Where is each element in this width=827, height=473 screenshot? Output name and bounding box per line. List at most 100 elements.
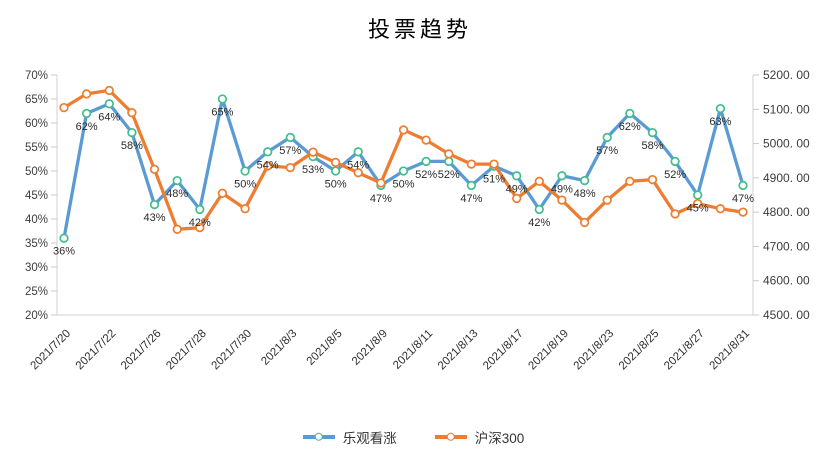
series-optimistic-marker <box>466 180 477 191</box>
series-optimistic-marker <box>263 147 273 157</box>
series-optimistic-marker <box>398 166 409 176</box>
data-label: 42% <box>528 217 550 229</box>
data-label: 47% <box>732 193 754 205</box>
series-csi300-marker <box>172 224 182 234</box>
series-csi300-marker <box>330 157 341 168</box>
legend-label-csi300: 沪深300 <box>474 431 525 446</box>
left-axis-tick-label: 20% <box>25 310 48 322</box>
right-axis-tick-label: 5100. 00 <box>763 102 810 116</box>
series-optimistic-marker <box>693 190 703 200</box>
x-axis-tick-label: 2021/8/13 <box>436 328 481 373</box>
series-csi300-marker <box>670 209 680 219</box>
series-csi300-marker <box>444 149 454 159</box>
series-optimistic-marker <box>81 108 92 119</box>
series-csi300-marker <box>195 222 205 233</box>
x-axis-tick-label: 2021/8/27 <box>662 328 707 373</box>
data-label: 49% <box>551 183 573 195</box>
data-label: 49% <box>506 183 528 195</box>
series-optimistic-marker <box>670 156 680 167</box>
legend-label-optimistic: 乐观看涨 <box>342 431 397 446</box>
series-optimistic-marker <box>444 156 454 167</box>
data-label: 43% <box>143 212 165 224</box>
series-csi300-marker <box>489 159 499 169</box>
series-csi300-marker <box>104 85 114 96</box>
right-axis-tick-label: 4600. 00 <box>763 274 810 288</box>
x-axis-tick-label: 2021/7/22 <box>74 328 119 373</box>
series-csi300-marker <box>693 198 703 209</box>
left-axis-tick-label: 50% <box>25 166 48 178</box>
series-csi300-marker <box>308 147 318 157</box>
data-label: 42% <box>189 217 211 229</box>
series-csi300-marker <box>579 217 590 228</box>
series-csi300-marker <box>421 135 431 145</box>
series-optimistic-marker <box>738 180 748 191</box>
x-axis-tick-label: 2021/8/17 <box>481 328 526 373</box>
series-csi300-marker <box>59 102 69 113</box>
right-axis-tick-label: 4700. 00 <box>763 239 810 253</box>
series-csi300-marker <box>149 164 160 174</box>
series-csi300-line[interactable] <box>62 88 745 231</box>
series-csi300-marker <box>398 125 409 135</box>
series-csi300-marker <box>647 174 658 185</box>
data-label: 63% <box>709 116 731 128</box>
legend-marker-ring-orange <box>446 432 455 442</box>
series-csi300-marker <box>127 108 137 118</box>
series-optimistic-marker <box>330 166 341 176</box>
x-axis-tick-label: 2021/7/28 <box>164 328 209 373</box>
left-axis-tick-label: 40% <box>25 214 48 226</box>
data-label: 53% <box>302 164 324 176</box>
x-axis-tick-label: 2021/8/25 <box>617 328 662 373</box>
data-label: 57% <box>596 145 618 157</box>
series-optimistic-marker <box>421 156 431 167</box>
series-optimistic-marker <box>625 108 635 119</box>
data-label: 50% <box>392 179 414 191</box>
x-axis-tick-label: 2021/8/23 <box>572 328 617 373</box>
left-axis-tick-label: 55% <box>25 142 48 154</box>
data-label: 54% <box>257 159 279 171</box>
data-label: 48% <box>166 188 188 200</box>
series-optimistic-marker <box>59 233 69 243</box>
data-label: 58% <box>121 140 143 152</box>
series-csi300-marker <box>466 159 477 169</box>
legend-line-sample-blue <box>302 432 335 442</box>
legend-item-csi300[interactable]: 沪深300 <box>434 427 525 447</box>
data-label: 50% <box>325 179 347 191</box>
right-axis-tick-label: 5200. 00 <box>763 68 810 82</box>
x-axis-tick-label: 2021/8/19 <box>526 328 571 373</box>
x-axis-tick-label: 2021/8/11 <box>391 328 435 372</box>
series-csi300-marker <box>81 89 92 99</box>
series-csi300-marker <box>353 168 363 178</box>
right-axis-tick-label: 4800. 00 <box>763 205 810 219</box>
series-optimistic-marker <box>127 127 137 138</box>
x-axis-tick-label: 2021/7/30 <box>210 328 255 373</box>
x-axis-tick-label: 2021/8/3 <box>259 328 299 368</box>
series-csi300-marker <box>285 162 295 173</box>
data-label: 52% <box>438 169 460 181</box>
data-label: 50% <box>234 179 256 191</box>
series-csi300-marker <box>557 195 567 205</box>
data-label: 58% <box>641 140 663 152</box>
data-label: 36% <box>53 246 75 258</box>
data-label: 47% <box>460 193 482 205</box>
series-optimistic-marker <box>240 166 250 176</box>
series-csi300-marker <box>376 178 386 188</box>
data-label: 62% <box>76 121 98 133</box>
series-csi300-marker <box>602 195 612 205</box>
series-optimistic-marker <box>217 94 228 104</box>
series-optimistic-marker <box>534 204 544 215</box>
series-optimistic-marker <box>104 99 114 109</box>
series-csi300-marker <box>738 207 748 217</box>
series-optimistic-marker <box>353 147 363 157</box>
left-axis-tick-label: 35% <box>25 238 48 250</box>
series-optimistic-marker <box>715 103 726 114</box>
legend-item-optimistic[interactable]: 乐观看涨 <box>302 427 397 447</box>
left-axis-tick-label: 25% <box>25 286 48 298</box>
data-label: 57% <box>279 145 301 157</box>
series-optimistic-marker <box>647 127 658 138</box>
left-axis-tick-label: 70% <box>25 70 48 82</box>
series-optimistic-marker <box>512 171 522 181</box>
series-csi300-marker <box>512 193 522 204</box>
left-axis-tick-label: 30% <box>25 262 48 274</box>
